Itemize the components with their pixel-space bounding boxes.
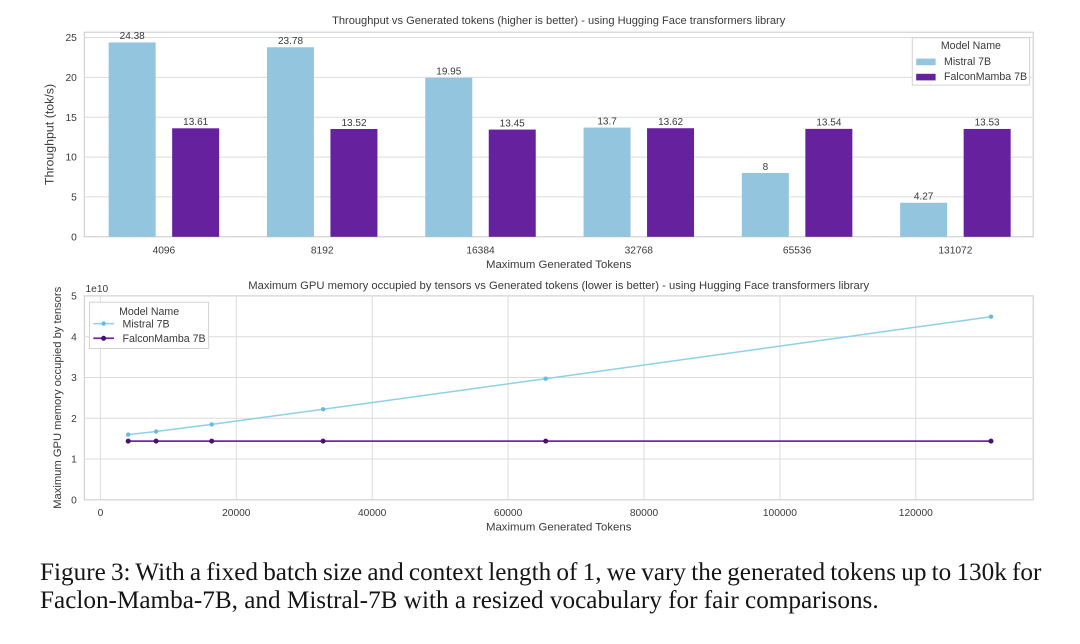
svg-text:5: 5 (71, 193, 77, 204)
svg-text:16384: 16384 (466, 245, 495, 256)
svg-text:19.95: 19.95 (436, 67, 461, 78)
svg-text:13.45: 13.45 (500, 118, 525, 129)
svg-text:0: 0 (71, 232, 77, 243)
svg-text:3: 3 (71, 373, 77, 384)
svg-text:10: 10 (65, 153, 77, 164)
svg-text:65536: 65536 (783, 245, 812, 256)
svg-text:80000: 80000 (630, 508, 659, 519)
svg-text:13.53: 13.53 (975, 118, 1000, 129)
svg-text:13.62: 13.62 (658, 117, 683, 128)
svg-text:0: 0 (98, 508, 104, 519)
svg-text:5: 5 (71, 292, 77, 303)
svg-text:Throughput vs Generated tokens: Throughput vs Generated tokens (higher i… (332, 15, 786, 27)
svg-text:4096: 4096 (153, 245, 176, 256)
svg-text:40000: 40000 (358, 508, 387, 519)
svg-text:15: 15 (65, 113, 77, 124)
svg-text:131072: 131072 (938, 245, 972, 256)
svg-text:8192: 8192 (311, 245, 334, 256)
svg-text:100000: 100000 (763, 508, 797, 519)
svg-text:2: 2 (71, 414, 77, 425)
svg-text:Maximum GPU memory occupied by: Maximum GPU memory occupied by tensors v… (248, 280, 869, 292)
svg-text:0: 0 (71, 495, 77, 506)
svg-text:23.78: 23.78 (278, 36, 303, 47)
svg-text:4: 4 (71, 332, 77, 343)
svg-text:FalconMamba 7B: FalconMamba 7B (123, 333, 206, 345)
svg-text:13.7: 13.7 (597, 116, 617, 127)
svg-text:20: 20 (65, 73, 77, 84)
svg-text:13.61: 13.61 (183, 117, 208, 128)
svg-text:Mistral 7B: Mistral 7B (944, 56, 991, 68)
svg-text:Maximum GPU memory occupied by: Maximum GPU memory occupied by tensors (52, 286, 64, 508)
svg-text:13.54: 13.54 (816, 118, 841, 129)
svg-text:FalconMamba 7B: FalconMamba 7B (944, 71, 1027, 83)
svg-text:4.27: 4.27 (914, 192, 934, 203)
svg-text:Mistral 7B: Mistral 7B (123, 319, 170, 331)
svg-text:13.52: 13.52 (341, 118, 366, 129)
svg-text:Model Name: Model Name (119, 306, 179, 318)
svg-text:Model Name: Model Name (941, 40, 1001, 52)
svg-text:120000: 120000 (899, 508, 933, 519)
svg-text:25: 25 (65, 33, 77, 44)
svg-text:32768: 32768 (625, 245, 654, 256)
svg-text:24.38: 24.38 (120, 31, 145, 42)
svg-text:60000: 60000 (494, 508, 523, 519)
svg-text:8: 8 (763, 162, 769, 173)
svg-text:Maximum Generated Tokens: Maximum Generated Tokens (486, 521, 632, 533)
svg-text:Throughput (tok/s): Throughput (tok/s) (43, 84, 57, 185)
svg-text:1e10: 1e10 (86, 284, 109, 295)
svg-text:Maximum Generated Tokens: Maximum Generated Tokens (486, 259, 632, 271)
svg-text:20000: 20000 (222, 508, 251, 519)
svg-text:1: 1 (71, 455, 77, 466)
